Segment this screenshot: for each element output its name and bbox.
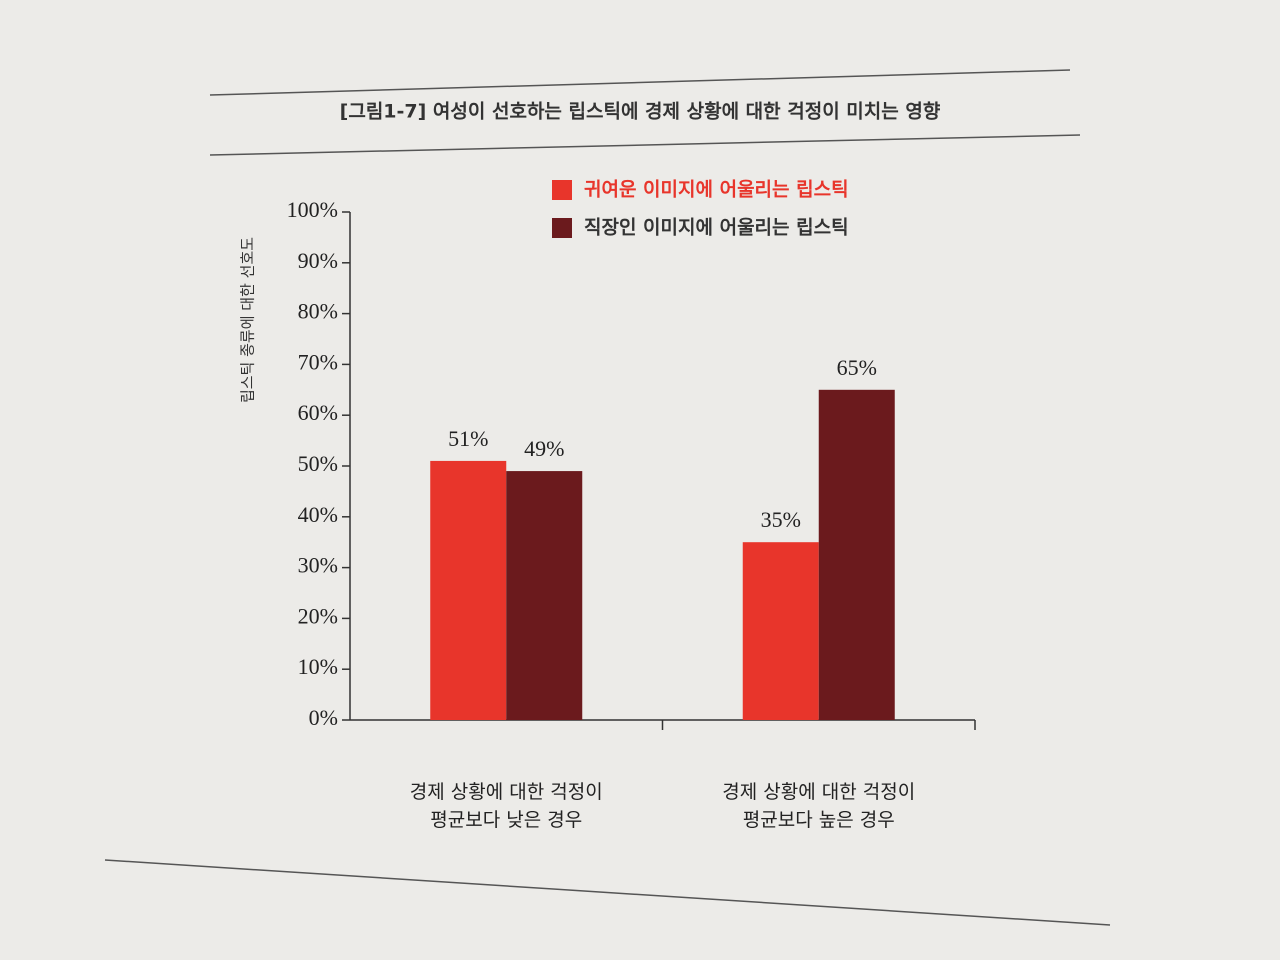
bar — [430, 460, 507, 720]
chart-title: [그림1-7] 여성이 선호하는 립스틱에 경제 상황에 대한 걱정이 미치는 … — [340, 100, 941, 123]
bottom-rule — [104, 859, 1111, 926]
x-tick-label: 경제 상황에 대한 걱정이 평균보다 낮은 경우 — [409, 781, 603, 831]
value-label: 51% — [448, 426, 488, 451]
bar — [506, 471, 583, 720]
y-tick-label: 80% — [298, 299, 338, 324]
title-rule-bottom — [209, 134, 1081, 156]
y-tick-label: 50% — [298, 451, 338, 476]
y-tick-label: 40% — [298, 502, 338, 527]
y-tick-label: 60% — [298, 400, 338, 425]
x-tick-label: 경제 상황에 대한 걱정이 평균보다 높은 경우 — [722, 781, 916, 831]
y-tick-label: 0% — [309, 705, 338, 730]
y-tick-label: 10% — [298, 654, 338, 679]
bar — [742, 542, 819, 720]
y-tick-label: 70% — [298, 349, 338, 374]
value-label: 65% — [837, 355, 877, 380]
legend-label: 귀여운 이미지에 어울리는 립스틱 — [584, 179, 849, 201]
y-tick-label: 30% — [298, 553, 338, 578]
y-axis-label: 립스틱 종류에 대한 선호도 — [239, 237, 257, 403]
value-label: 49% — [524, 436, 564, 461]
y-tick-label: 20% — [298, 603, 338, 628]
legend-label: 직장인 이미지에 어울리는 립스틱 — [584, 217, 849, 239]
y-tick-label: 100% — [287, 197, 338, 222]
title-rule-top — [209, 69, 1071, 96]
legend-swatch — [552, 180, 572, 200]
legend-swatch — [552, 218, 572, 238]
bar — [818, 389, 895, 720]
y-tick-label: 90% — [298, 248, 338, 273]
value-label: 35% — [761, 507, 801, 532]
